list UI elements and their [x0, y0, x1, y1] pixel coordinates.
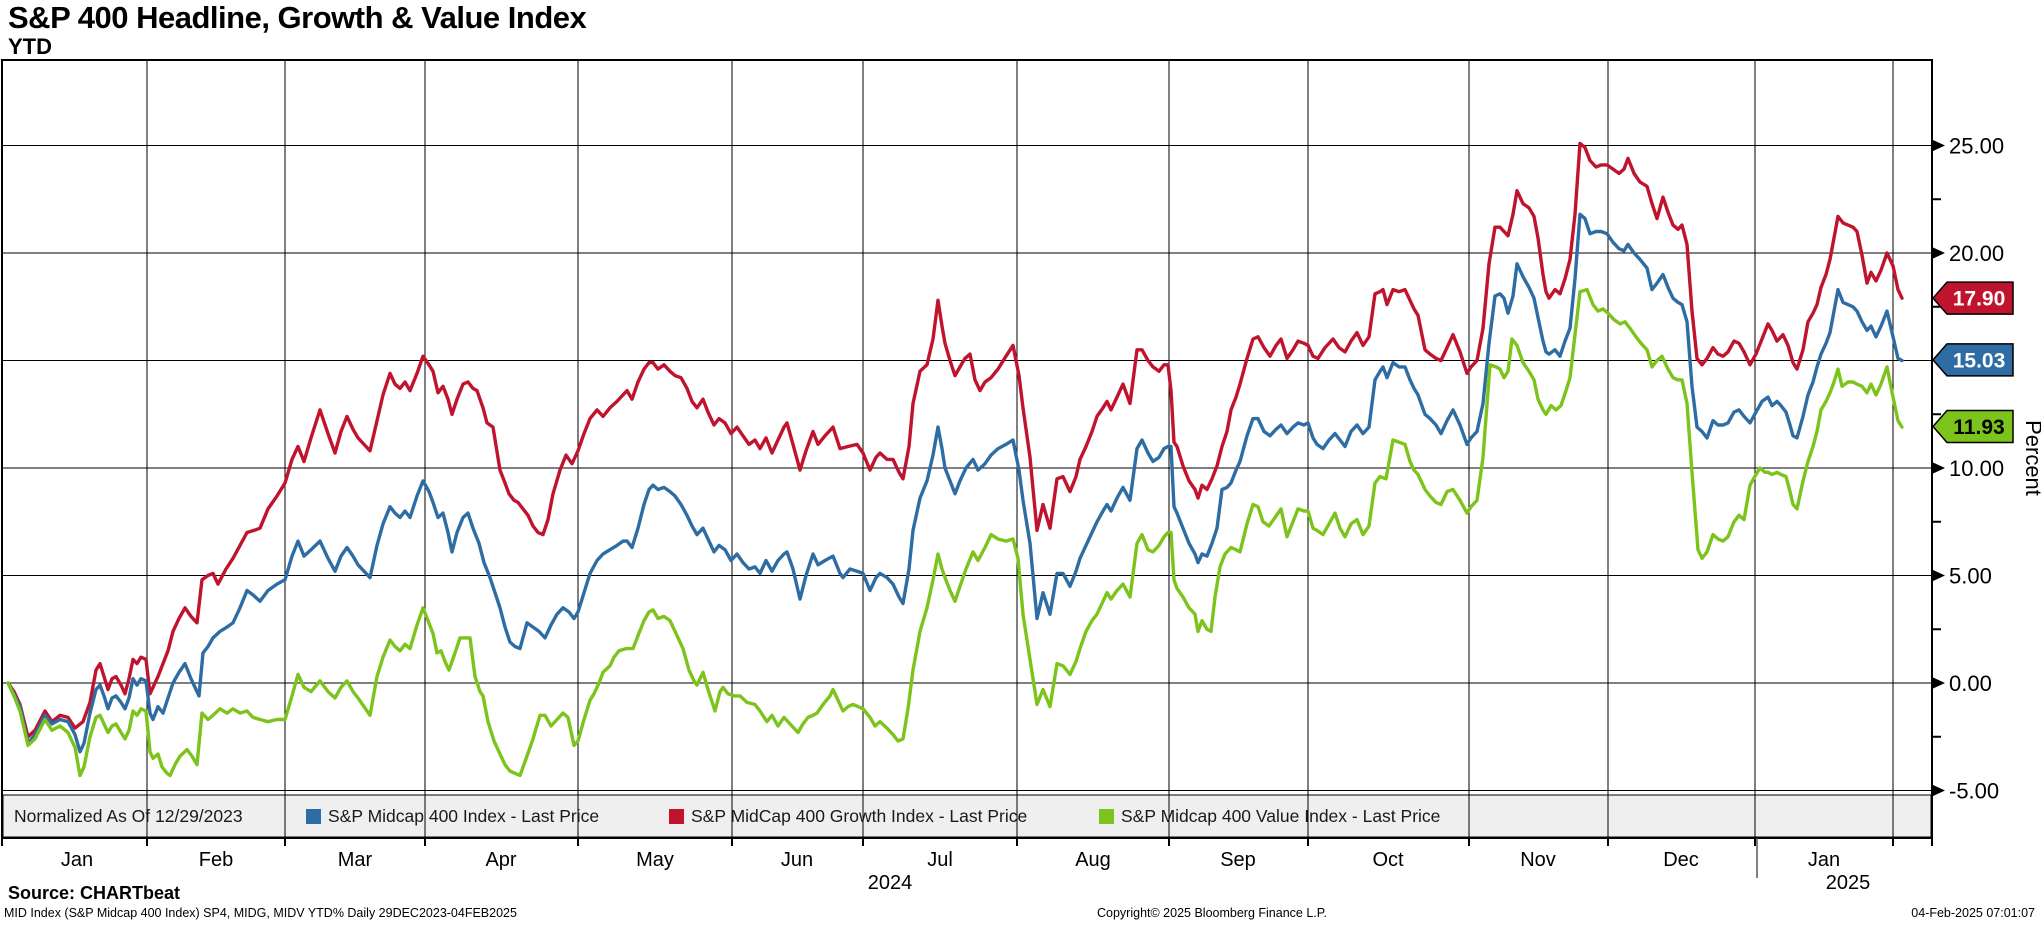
y-tick-label: 25.00	[1949, 134, 2004, 159]
legend-swatch-green	[1099, 809, 1114, 824]
series-line	[6, 287, 1904, 778]
x-month-label: Sep	[1220, 849, 1256, 871]
legend-label: S&P MidCap 400 Growth Index - Last Price	[691, 806, 1028, 826]
legend-item-growth-index[interactable]: S&P MidCap 400 Growth Index - Last Price	[669, 796, 1027, 837]
last-price-tag-label: 11.93	[1953, 416, 2004, 439]
x-year-label: 2024	[868, 872, 913, 894]
x-month-label: Jan	[61, 849, 93, 871]
copyright-notice: Copyright© 2025 Bloomberg Finance L.P.	[1097, 906, 1327, 920]
y-tick-arrow	[1932, 139, 1945, 152]
x-month-label: Apr	[485, 849, 516, 871]
last-price-tag-label: 15.03	[1953, 349, 2006, 372]
timestamp: 04-Feb-2025 07:01:07	[1911, 906, 2035, 920]
source-label: Source: CHARTbeat	[8, 883, 181, 903]
last-price-tag	[1932, 343, 2014, 377]
series-line	[6, 212, 1904, 754]
legend-label: S&P Midcap 400 Index - Last Price	[328, 806, 600, 826]
y-tick-arrow	[1932, 677, 1945, 689]
series-line	[6, 141, 1904, 739]
plot-frame	[1, 59, 1933, 839]
chart-meta-line: MID Index (S&P Midcap 400 Index) SP4, MI…	[4, 906, 517, 920]
y-tick-label: 5.00	[1949, 564, 1992, 589]
last-price-tag-label: 17.90	[1953, 288, 2006, 311]
x-month-label: Mar	[338, 849, 373, 871]
y-tick-arrow	[1932, 247, 1945, 259]
x-month-label: Oct	[1372, 849, 1404, 871]
legend-label: S&P Midcap 400 Value Index - Last Price	[1121, 806, 1441, 826]
x-month-label: Aug	[1075, 849, 1111, 871]
page-subtitle: YTD	[8, 34, 52, 59]
last-price-tag	[1932, 281, 2014, 315]
last-price-tag	[1932, 409, 2014, 444]
page-title: S&P 400 Headline, Growth & Value Index	[8, 0, 587, 35]
legend-normalized-label: Normalized As Of 12/29/2023	[14, 796, 243, 837]
x-month-label: Jan	[1808, 849, 1840, 871]
legend-normalized-text: Normalized As Of 12/29/2023	[14, 806, 243, 826]
legend-item-value-index[interactable]: S&P Midcap 400 Value Index - Last Price	[1099, 796, 1440, 837]
y-tick-label: 10.00	[1949, 456, 2004, 481]
x-year-label: 2025	[1826, 872, 1871, 894]
y-tick-label: -5.00	[1949, 779, 1999, 804]
y-tick-label: 20.00	[1949, 241, 2004, 266]
y-tick-arrow	[1932, 784, 1945, 797]
y-tick-label: 0.00	[1949, 671, 1992, 696]
legend-item-midcap-index[interactable]: S&P Midcap 400 Index - Last Price	[306, 796, 599, 837]
x-month-label: Dec	[1663, 849, 1699, 871]
y-axis-title: Percent	[2021, 420, 2041, 496]
x-month-label: Jul	[927, 849, 953, 871]
legend-swatch-red	[669, 809, 684, 824]
x-month-label: May	[636, 849, 674, 871]
y-tick-arrow	[1932, 569, 1945, 582]
x-month-label: Jun	[781, 849, 813, 871]
x-month-label: Nov	[1520, 849, 1556, 871]
chart-legend: Normalized As Of 12/29/2023 S&P Midcap 4…	[0, 796, 1930, 837]
x-month-label: Feb	[199, 849, 233, 871]
legend-swatch-blue	[306, 809, 321, 824]
y-tick-arrow	[1932, 462, 1945, 474]
